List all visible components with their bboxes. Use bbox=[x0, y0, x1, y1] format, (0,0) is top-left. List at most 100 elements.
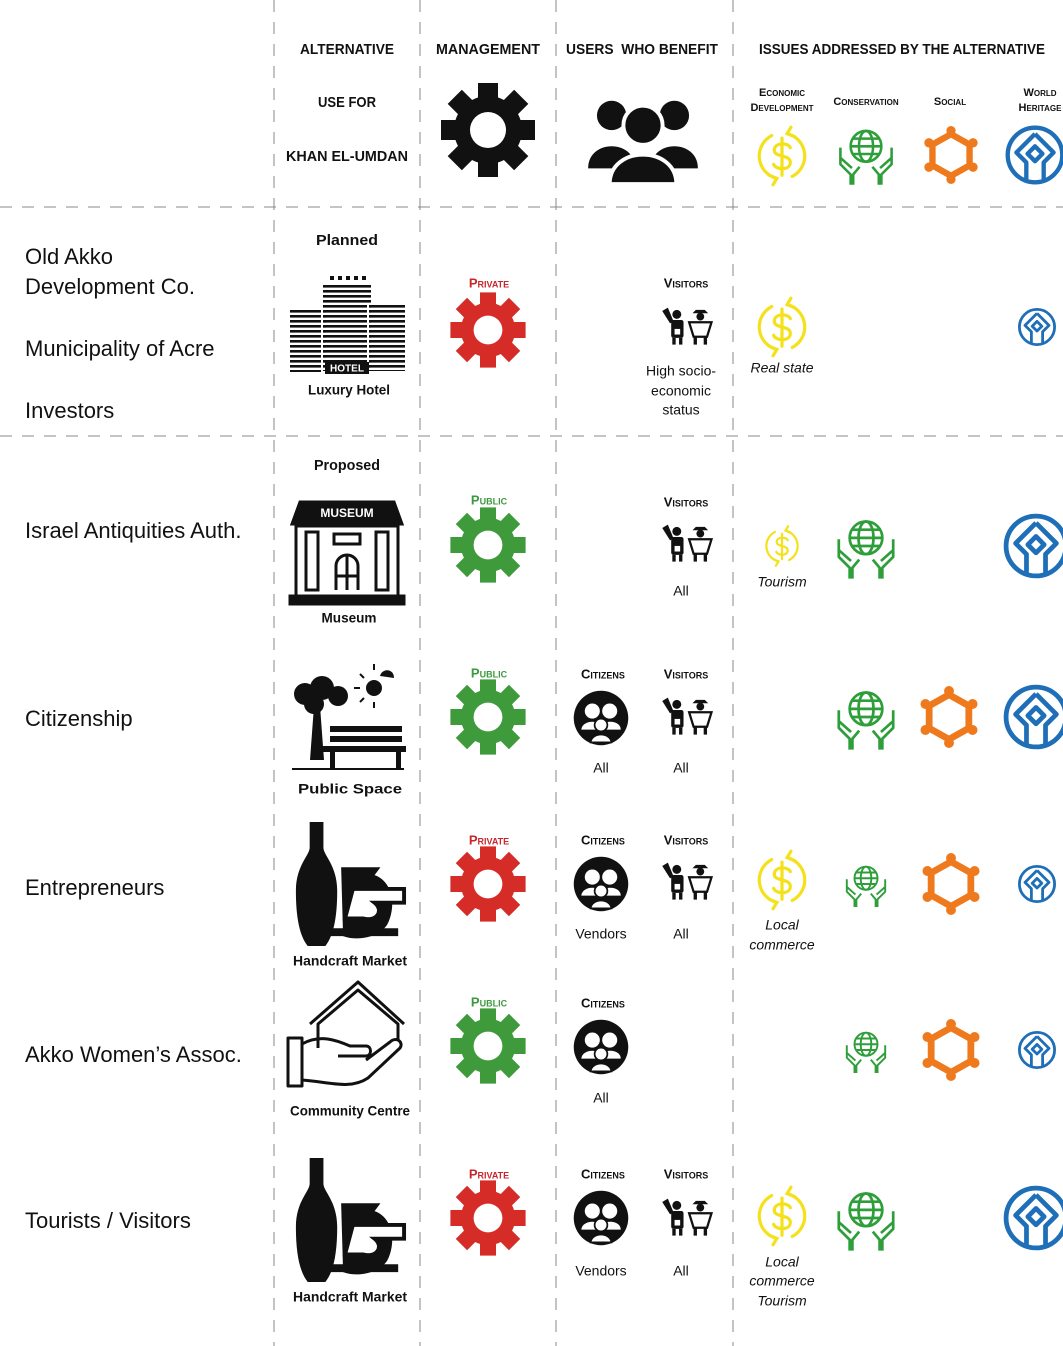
issue-label: Heritage bbox=[1019, 102, 1063, 114]
economic-note: Local bbox=[765, 917, 799, 933]
economic-icon bbox=[765, 525, 799, 567]
stakeholder: Entrepreneurs bbox=[25, 875, 164, 900]
visitors-icon bbox=[661, 523, 713, 562]
visitors-icon bbox=[661, 861, 713, 900]
conservation-icon bbox=[837, 691, 895, 751]
header-label: USERS WHO BENEFIT bbox=[566, 41, 718, 58]
alternative-label: Luxury Hotel bbox=[308, 382, 390, 398]
row: Old Akko Development Co. Municipality of… bbox=[25, 232, 1056, 423]
stakeholder: Tourists / Visitors bbox=[25, 1208, 191, 1233]
citizens-icon bbox=[572, 1189, 630, 1247]
conservation-icon bbox=[845, 865, 887, 908]
economic-note: commerce bbox=[749, 937, 815, 953]
visitors-icon bbox=[661, 1197, 713, 1236]
user-note: status bbox=[662, 402, 699, 418]
visitors-icon bbox=[661, 306, 713, 345]
user-note: All bbox=[673, 926, 689, 942]
header-label: ISSUES ADDRESSED BY THE ALTERNATIVE bbox=[759, 41, 1045, 58]
hotel-icon bbox=[290, 276, 407, 374]
header-label: ALTERNATIVE bbox=[300, 41, 394, 58]
user-note: All bbox=[593, 1090, 609, 1106]
economic-note: Real state bbox=[750, 360, 813, 376]
economic-note: Tourism bbox=[757, 574, 807, 590]
header: ALTERNATIVE USE FOR KHAN EL-UMDAN MANAGE… bbox=[286, 41, 1063, 187]
management-label: Public bbox=[471, 994, 508, 1009]
visitors-icon bbox=[661, 696, 713, 735]
management-icon bbox=[450, 1008, 526, 1084]
management-label: Public bbox=[471, 665, 508, 680]
user-label: Citizens bbox=[581, 832, 625, 847]
management-icon bbox=[450, 507, 526, 583]
stakeholder: Citizenship bbox=[25, 706, 133, 731]
management-icon bbox=[450, 679, 526, 755]
community-icon bbox=[286, 980, 406, 1088]
stakeholder: Akko Women’s Assoc. bbox=[25, 1042, 242, 1067]
row: Akko Women’s Assoc. Community Centre Pub… bbox=[25, 980, 1056, 1119]
alternative-label: Museum bbox=[322, 610, 377, 626]
management-icon bbox=[450, 1180, 526, 1256]
stakeholder: Municipality of Acre bbox=[25, 336, 215, 361]
social-icon bbox=[924, 126, 977, 184]
management-label: Private bbox=[469, 275, 509, 290]
row: Entrepreneurs Handcraft Market Private C… bbox=[25, 820, 1056, 969]
management-label: Private bbox=[469, 832, 509, 847]
user-label: Visitors bbox=[664, 1166, 709, 1181]
world-heritage-icon bbox=[1018, 865, 1056, 903]
museum-icon bbox=[288, 500, 406, 606]
economic-note: Tourism bbox=[757, 1293, 807, 1309]
header-label: MANAGEMENT bbox=[436, 41, 540, 58]
citizens-icon bbox=[572, 689, 630, 747]
management-label: Private bbox=[469, 1166, 509, 1181]
user-note: All bbox=[593, 760, 609, 776]
user-label: Visitors bbox=[664, 832, 709, 847]
stakeholder: Old Akko bbox=[25, 244, 113, 269]
economic-icon bbox=[757, 125, 807, 187]
economic-icon bbox=[757, 296, 807, 358]
management-label: Public bbox=[471, 492, 508, 507]
management-icon bbox=[450, 846, 526, 922]
user-note: All bbox=[673, 1263, 689, 1279]
user-note: Vendors bbox=[575, 926, 626, 942]
alternative-label: Handcraft Market bbox=[293, 1289, 407, 1305]
user-label: Visitors bbox=[664, 275, 709, 290]
stakeholder: Investors bbox=[25, 398, 114, 423]
alternative-label: Community Centre bbox=[290, 1103, 410, 1119]
economic-note: commerce bbox=[749, 1273, 815, 1289]
user-label: Citizens bbox=[581, 1166, 625, 1181]
stakeholder: Israel Antiquities Auth. bbox=[25, 518, 241, 543]
header-label: KHAN EL-UMDAN bbox=[286, 148, 408, 165]
users-icon bbox=[586, 98, 700, 186]
user-note: All bbox=[673, 760, 689, 776]
handcraft-icon bbox=[293, 1156, 407, 1284]
management-icon bbox=[450, 292, 526, 368]
issue-label: Conservation bbox=[833, 96, 899, 108]
user-label: Citizens bbox=[581, 995, 625, 1010]
world-heritage-icon bbox=[1018, 307, 1056, 347]
issue-label: Social bbox=[934, 96, 966, 108]
user-note: Vendors bbox=[575, 1263, 626, 1279]
icon-label: HOTEL bbox=[330, 364, 364, 375]
management-icon bbox=[441, 83, 535, 177]
alternative-label: Public Space bbox=[298, 781, 402, 797]
social-icon bbox=[920, 686, 977, 748]
status: Proposed bbox=[314, 457, 380, 474]
row: Citizenship Public Space Public Citizens… bbox=[25, 664, 1063, 797]
user-label: Citizens bbox=[581, 666, 625, 681]
user-note: All bbox=[673, 583, 689, 599]
conservation-icon bbox=[837, 520, 895, 580]
status: Planned bbox=[316, 232, 378, 249]
public-space-icon bbox=[292, 664, 406, 770]
world-heritage-icon bbox=[1006, 516, 1063, 576]
conservation-icon bbox=[845, 1031, 887, 1074]
row: Tourists / Visitors Handcraft Market Pri… bbox=[25, 1156, 1063, 1309]
row: Israel Antiquities Auth. Proposed MUSEUM… bbox=[25, 457, 1063, 626]
world-heritage-icon bbox=[1008, 128, 1063, 183]
world-heritage-icon bbox=[1018, 1031, 1056, 1069]
economic-icon bbox=[757, 1185, 807, 1247]
economic-note: Local bbox=[765, 1254, 799, 1270]
handcraft-icon bbox=[293, 820, 407, 948]
issue-label: Development bbox=[750, 102, 813, 114]
social-icon bbox=[922, 853, 979, 915]
citizens-icon bbox=[572, 855, 630, 913]
